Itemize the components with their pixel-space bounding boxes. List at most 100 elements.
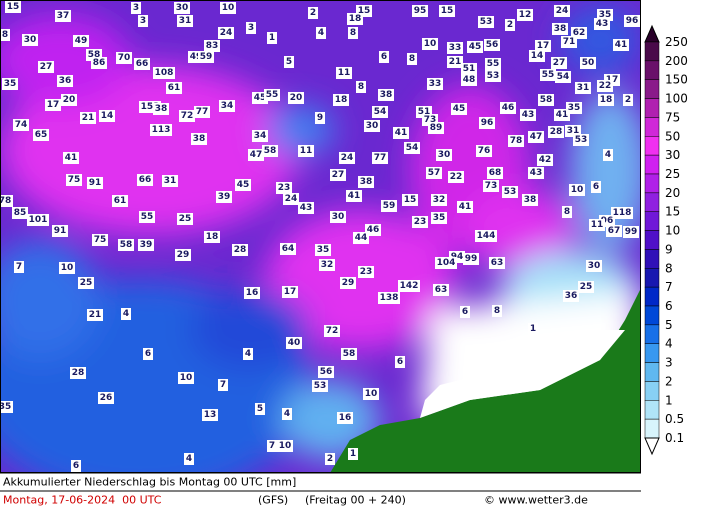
map-label-box bbox=[540, 69, 556, 81]
map-label-box bbox=[603, 149, 613, 161]
map-label: 8 bbox=[494, 306, 500, 316]
map-label: 43 bbox=[300, 203, 313, 213]
map-label-box bbox=[528, 131, 544, 143]
legend-swatch bbox=[644, 117, 660, 137]
map-label: 16 bbox=[339, 413, 352, 423]
map-label-box bbox=[623, 94, 633, 106]
map-label: 55 bbox=[542, 70, 555, 80]
map-label: 54 bbox=[374, 107, 387, 117]
map-label: 7 bbox=[269, 441, 275, 451]
map-label-box bbox=[134, 58, 150, 70]
map-label: 27 bbox=[553, 58, 566, 68]
map-label: 41 bbox=[556, 110, 569, 120]
map-label: 25 bbox=[580, 282, 593, 292]
map-label-box bbox=[198, 51, 214, 63]
map-label-box bbox=[267, 32, 277, 44]
map-label: 61 bbox=[168, 83, 181, 93]
map-label: 59 bbox=[200, 52, 213, 62]
map-label: 35 bbox=[4, 79, 17, 89]
map-label-box bbox=[286, 337, 302, 349]
map-label-box bbox=[99, 110, 115, 122]
map-label: 10 bbox=[61, 263, 74, 273]
map-label-box bbox=[318, 366, 334, 378]
map-label: 16 bbox=[246, 288, 259, 298]
legend-label: 0.5 bbox=[665, 412, 684, 426]
map-label-box bbox=[325, 453, 335, 465]
legend-label: 4 bbox=[665, 337, 673, 351]
map-label-box bbox=[569, 184, 585, 196]
map-label-box bbox=[379, 51, 389, 63]
map-label-box bbox=[143, 348, 153, 360]
map-label: 34 bbox=[254, 131, 267, 141]
map-label-box bbox=[451, 103, 467, 115]
map-label-box bbox=[264, 89, 280, 101]
map-label-box bbox=[461, 63, 477, 75]
map-label-box bbox=[137, 174, 153, 186]
map-label: 27 bbox=[40, 62, 53, 72]
map-label-box bbox=[528, 167, 544, 179]
map-label: 66 bbox=[139, 175, 152, 185]
map-label: 31 bbox=[179, 16, 192, 26]
map-label: 18 bbox=[206, 232, 219, 242]
map-label: 10 bbox=[424, 39, 437, 49]
map-label-box bbox=[0, 195, 13, 207]
map-label-box bbox=[276, 182, 292, 194]
map-label-box bbox=[435, 257, 457, 269]
map-label: 34 bbox=[221, 101, 234, 111]
map-label-box bbox=[479, 117, 495, 129]
map-label-box bbox=[436, 149, 452, 161]
map-label-box bbox=[551, 57, 567, 69]
legend-swatch bbox=[644, 136, 660, 156]
map-label-box bbox=[92, 234, 108, 246]
map-label-box bbox=[563, 290, 579, 302]
map-label-box bbox=[586, 260, 602, 272]
legend-label: 5 bbox=[665, 318, 673, 332]
map-label: 15 bbox=[404, 195, 417, 205]
map-label-box bbox=[262, 145, 278, 157]
map-label: 10 bbox=[222, 3, 235, 13]
map-label: 29 bbox=[177, 250, 190, 260]
map-label: 3 bbox=[140, 16, 146, 26]
map-label-box bbox=[202, 409, 218, 421]
legend-swatch bbox=[644, 154, 660, 175]
map-label-box bbox=[502, 186, 518, 198]
map-label: 17 bbox=[284, 287, 297, 297]
map-label-box bbox=[162, 175, 178, 187]
footer-run: (Freitag 00 + 240) bbox=[305, 494, 406, 507]
map-label-box bbox=[27, 214, 49, 226]
map-label: 40 bbox=[288, 338, 301, 348]
map-label: 75 bbox=[94, 235, 107, 245]
map-label: 11 bbox=[300, 146, 313, 156]
map-label-box bbox=[535, 40, 551, 52]
map-label-box bbox=[448, 171, 464, 183]
map-label-box bbox=[243, 348, 253, 360]
map-label-box bbox=[22, 34, 38, 46]
map-label: 4 bbox=[318, 28, 324, 38]
map-label-box bbox=[489, 257, 505, 269]
legend-swatch bbox=[644, 324, 660, 344]
legend-label: 3 bbox=[665, 356, 673, 370]
map-label-box bbox=[554, 5, 570, 17]
map-label-box bbox=[348, 448, 358, 460]
map-label: 17 bbox=[537, 41, 550, 51]
map-label: 38 bbox=[360, 177, 373, 187]
map-label: 6 bbox=[381, 52, 387, 62]
map-label-box bbox=[611, 207, 633, 219]
map-label-box bbox=[339, 152, 355, 164]
map-label-box bbox=[597, 80, 613, 92]
map-label-box bbox=[580, 57, 596, 69]
map-label-box bbox=[589, 219, 605, 231]
map-label-box bbox=[407, 53, 417, 65]
map-label-box bbox=[341, 348, 357, 360]
map-label-box bbox=[63, 152, 79, 164]
map-label-box bbox=[475, 230, 497, 242]
map-label-box bbox=[484, 39, 500, 51]
map-label-box bbox=[179, 110, 195, 122]
map-label-box bbox=[381, 200, 397, 212]
map-label: 30 bbox=[588, 261, 601, 271]
map-label: 45 bbox=[453, 104, 466, 114]
map-label: 144 bbox=[477, 231, 496, 241]
map-label-box bbox=[283, 193, 299, 205]
